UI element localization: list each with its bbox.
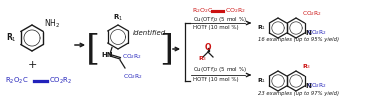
- Text: CO$_2$R$_2$: CO$_2$R$_2$: [123, 72, 143, 81]
- Text: [: [: [86, 32, 100, 66]
- Text: HOTf (10 mol %): HOTf (10 mol %): [193, 77, 239, 82]
- Text: R$_1$: R$_1$: [6, 32, 17, 44]
- Text: ]: ]: [159, 32, 173, 66]
- Text: R$_3$: R$_3$: [302, 62, 311, 71]
- Text: Cu(OTf)$_2$ (5 mol %): Cu(OTf)$_2$ (5 mol %): [193, 65, 247, 74]
- Text: CO$_2$R$_2$: CO$_2$R$_2$: [307, 82, 327, 90]
- Text: CO$_2$R$_2$: CO$_2$R$_2$: [302, 9, 322, 18]
- Text: R$_2$O$_2$C: R$_2$O$_2$C: [192, 7, 213, 15]
- Text: CO$_2$R$_2$: CO$_2$R$_2$: [307, 29, 327, 37]
- Text: 16 examples (up to 95% yield): 16 examples (up to 95% yield): [258, 37, 339, 42]
- Text: R$_2$O$_2$C: R$_2$O$_2$C: [5, 76, 29, 86]
- Text: CO$_2$R$_2$: CO$_2$R$_2$: [49, 76, 72, 86]
- Text: R$_1$: R$_1$: [257, 24, 266, 32]
- Text: R$_1$: R$_1$: [257, 77, 266, 85]
- Text: R$_3$: R$_3$: [198, 55, 208, 63]
- Text: Cu(OTf)$_2$ (5 mol %): Cu(OTf)$_2$ (5 mol %): [193, 15, 247, 24]
- Text: 23 examples (up to 97% yield): 23 examples (up to 97% yield): [258, 90, 339, 95]
- Text: N: N: [306, 83, 311, 89]
- Text: NH$_2$: NH$_2$: [44, 18, 60, 31]
- Text: R$_1$: R$_1$: [113, 13, 123, 23]
- Text: identified: identified: [133, 30, 166, 36]
- Text: N: N: [306, 30, 311, 36]
- Text: HN: HN: [101, 52, 113, 58]
- Text: +: +: [27, 60, 37, 70]
- Text: CO$_2$R$_2$: CO$_2$R$_2$: [122, 53, 142, 61]
- Text: O: O: [205, 43, 211, 52]
- Text: HOTf (10 mol %): HOTf (10 mol %): [193, 25, 239, 30]
- Text: CO$_2$R$_2$: CO$_2$R$_2$: [225, 7, 246, 15]
